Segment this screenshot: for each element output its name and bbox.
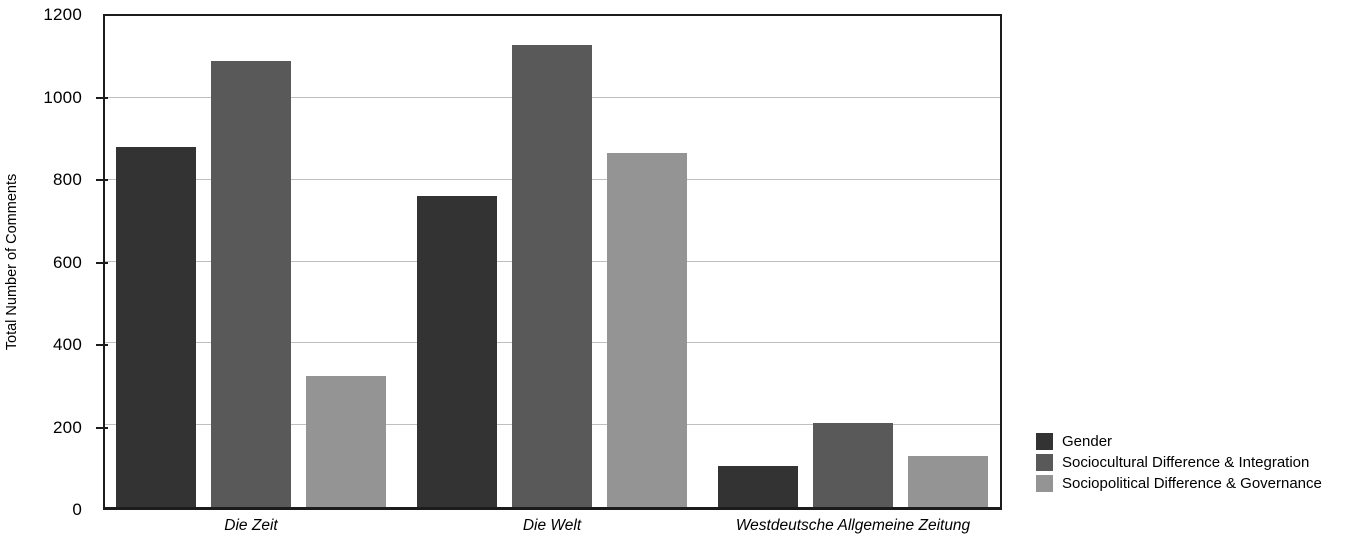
legend-label: Gender <box>1062 433 1113 450</box>
y-tick-label: 1000 <box>43 87 82 107</box>
legend-swatch-icon <box>1036 454 1053 471</box>
bar <box>417 196 497 507</box>
legend-row: Sociocultural Difference & Integration <box>1036 454 1322 471</box>
y-tick-label: 0 <box>72 500 82 519</box>
y-tick-mark <box>96 96 108 99</box>
y-tick-mark <box>96 426 108 429</box>
bar-group-3 <box>718 16 988 507</box>
bar <box>607 153 687 507</box>
bar-group-2 <box>417 16 687 507</box>
y-tick-label: 200 <box>53 417 82 437</box>
bar <box>718 466 798 507</box>
legend-swatch-icon <box>1036 475 1053 492</box>
bar <box>116 146 196 507</box>
bar <box>211 61 291 507</box>
legend-swatch-icon <box>1036 433 1053 450</box>
legend-label: Sociopolitical Difference & Governance <box>1062 475 1322 492</box>
bar <box>512 44 592 507</box>
y-tick-label: 400 <box>53 335 82 354</box>
legend-row: Gender <box>1036 433 1322 450</box>
bar <box>813 423 893 507</box>
y-tick-mark <box>96 261 108 264</box>
y-tick-label: 800 <box>53 170 82 189</box>
x-category-label: Die Welt <box>522 517 582 534</box>
x-category-label: Westdeutsche Allgemeine Zeitung <box>735 517 971 534</box>
y-tick-label: 600 <box>53 252 82 272</box>
y-tick-mark <box>96 344 108 346</box>
legend-row: Sociopolitical Difference & Governance <box>1036 475 1322 492</box>
legend: Gender Sociocultural Difference & Integra… <box>1036 433 1322 496</box>
legend-label: Sociocultural Difference & Integration <box>1062 454 1310 471</box>
bar-group-1 <box>116 16 386 507</box>
y-tick-mark <box>96 179 108 181</box>
y-tick-label: 1200 <box>43 5 82 24</box>
plot-area <box>103 14 1002 510</box>
bar <box>908 455 988 507</box>
x-category-label: Die Zeit <box>224 517 278 534</box>
bar <box>306 376 386 507</box>
